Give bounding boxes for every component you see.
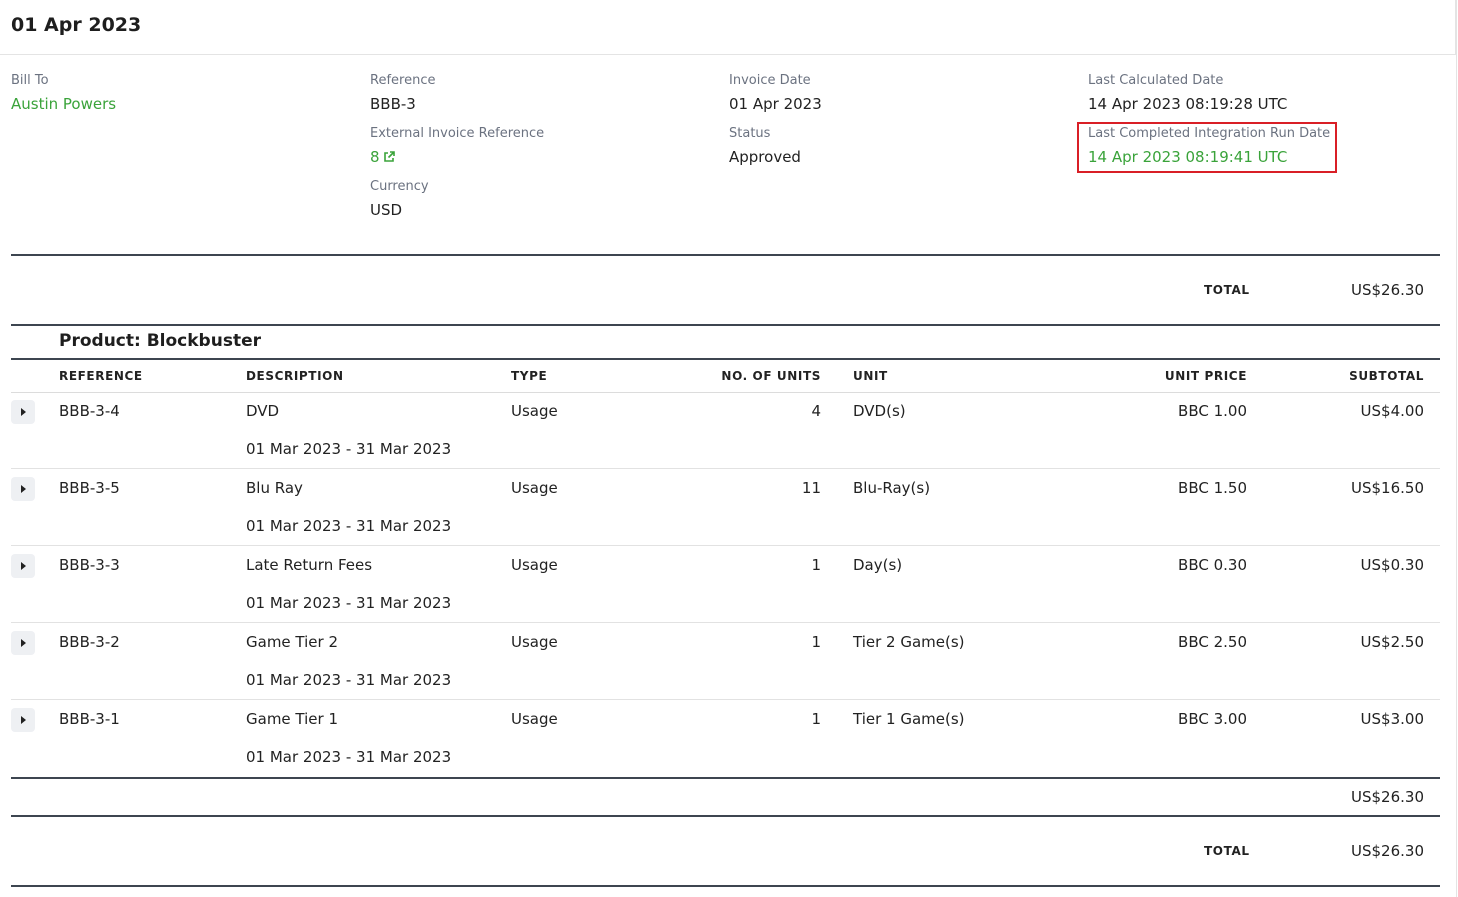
row-period: 01 Mar 2023 - 31 Mar 2023 bbox=[246, 748, 452, 766]
row-unit: Tier 1 Game(s) bbox=[853, 710, 965, 728]
row-type: Usage bbox=[511, 479, 558, 497]
last-calculated-date-value: 14 Apr 2023 08:19:28 UTC bbox=[1088, 95, 1288, 113]
product-title: Product: Blockbuster bbox=[59, 331, 261, 351]
row-unit-price: BBC 3.00 bbox=[1178, 710, 1247, 728]
summary-total-label: TOTAL bbox=[1204, 283, 1250, 297]
footer-total-value: US$26.30 bbox=[1351, 842, 1424, 860]
row-description-link[interactable]: DVD bbox=[246, 402, 280, 420]
last-integration-run-date-label: Last Completed Integration Run Date bbox=[1088, 126, 1331, 141]
row-unit-price: BBC 1.50 bbox=[1178, 479, 1247, 497]
row-subtotal: US$4.00 bbox=[1360, 402, 1424, 420]
table-row: BBB-3-2 Game Tier 2 01 Mar 2023 - 31 Mar… bbox=[11, 623, 1440, 700]
footer-total-label: TOTAL bbox=[1204, 844, 1250, 858]
row-reference: BBB-3-3 bbox=[59, 556, 120, 574]
row-subtotal: US$3.00 bbox=[1360, 710, 1424, 728]
last-calculated-date-label: Last Calculated Date bbox=[1088, 73, 1224, 88]
row-period: 01 Mar 2023 - 31 Mar 2023 bbox=[246, 440, 452, 458]
expand-row-button[interactable] bbox=[11, 400, 35, 424]
table-row: BBB-3-5 Blu Ray 01 Mar 2023 - 31 Mar 202… bbox=[11, 469, 1440, 546]
product-subtotal-value: US$26.30 bbox=[1351, 788, 1424, 806]
expand-row-button[interactable] bbox=[11, 708, 35, 732]
column-header-unit: UNIT bbox=[853, 369, 888, 383]
header-divider bbox=[11, 392, 1440, 393]
external-reference-label: External Invoice Reference bbox=[370, 126, 545, 141]
row-type: Usage bbox=[511, 402, 558, 420]
row-description-link[interactable]: Blu Ray bbox=[246, 479, 303, 497]
expand-row-button[interactable] bbox=[11, 477, 35, 501]
column-header-unit-price: UNIT PRICE bbox=[1164, 369, 1247, 383]
highlight-box bbox=[1077, 122, 1337, 173]
row-units: 1 bbox=[811, 710, 821, 728]
external-reference-link[interactable]: 8 bbox=[370, 148, 395, 166]
column-header-reference: REFERENCE bbox=[59, 369, 143, 383]
row-subtotal: US$2.50 bbox=[1360, 633, 1424, 651]
row-unit: DVD(s) bbox=[853, 402, 906, 420]
expand-row-button[interactable] bbox=[11, 631, 35, 655]
reference-label: Reference bbox=[370, 73, 436, 88]
summary-total-value: US$26.30 bbox=[1351, 281, 1424, 299]
divider bbox=[11, 885, 1440, 887]
row-period: 01 Mar 2023 - 31 Mar 2023 bbox=[246, 671, 452, 689]
row-reference: BBB-3-5 bbox=[59, 479, 120, 497]
last-integration-run-date-link[interactable]: 14 Apr 2023 08:19:41 UTC bbox=[1088, 148, 1288, 166]
reference-value: BBB-3 bbox=[370, 95, 416, 113]
row-units: 11 bbox=[801, 479, 821, 497]
status-label: Status bbox=[729, 126, 771, 141]
divider bbox=[11, 358, 1440, 360]
row-subtotal: US$0.30 bbox=[1360, 556, 1424, 574]
external-reference-value: 8 bbox=[370, 148, 380, 166]
row-reference: BBB-3-4 bbox=[59, 402, 120, 420]
row-type: Usage bbox=[511, 556, 558, 574]
row-description-link[interactable]: Late Return Fees bbox=[246, 556, 373, 574]
table-row: BBB-3-1 Game Tier 1 01 Mar 2023 - 31 Mar… bbox=[11, 700, 1440, 777]
row-reference: BBB-3-1 bbox=[59, 710, 120, 728]
column-header-description: DESCRIPTION bbox=[246, 369, 344, 383]
row-units: 4 bbox=[811, 402, 821, 420]
column-header-subtotal: SUBTOTAL bbox=[1349, 369, 1424, 383]
invoice-date-value: 01 Apr 2023 bbox=[729, 95, 822, 113]
row-unit-price: BBC 0.30 bbox=[1178, 556, 1247, 574]
external-link-icon bbox=[383, 151, 395, 162]
column-header-type: TYPE bbox=[511, 369, 548, 383]
row-subtotal: US$16.50 bbox=[1351, 479, 1424, 497]
row-unit-price: BBC 1.00 bbox=[1178, 402, 1247, 420]
row-type: Usage bbox=[511, 710, 558, 728]
row-period: 01 Mar 2023 - 31 Mar 2023 bbox=[246, 517, 452, 535]
expand-row-button[interactable] bbox=[11, 554, 35, 578]
row-description-link[interactable]: Game Tier 1 bbox=[246, 710, 338, 728]
divider bbox=[11, 254, 1440, 256]
table-row: BBB-3-3 Late Return Fees 01 Mar 2023 - 3… bbox=[11, 546, 1440, 623]
row-unit: Tier 2 Game(s) bbox=[853, 633, 965, 651]
status-value: Approved bbox=[729, 148, 801, 166]
row-unit: Blu-Ray(s) bbox=[853, 479, 931, 497]
row-unit-price: BBC 2.50 bbox=[1178, 633, 1247, 651]
bill-to-link[interactable]: Austin Powers bbox=[11, 95, 117, 113]
column-header-units: NO. OF UNITS bbox=[721, 369, 821, 383]
row-period: 01 Mar 2023 - 31 Mar 2023 bbox=[246, 594, 452, 612]
row-description-link[interactable]: Game Tier 2 bbox=[246, 633, 338, 651]
bill-to-label: Bill To bbox=[11, 73, 49, 88]
page-header: 01 Apr 2023 bbox=[0, 0, 1456, 55]
panel-border bbox=[1456, 0, 1457, 897]
row-units: 1 bbox=[811, 556, 821, 574]
divider bbox=[11, 324, 1440, 326]
row-units: 1 bbox=[811, 633, 821, 651]
currency-value: USD bbox=[370, 201, 403, 219]
invoice-date-label: Invoice Date bbox=[729, 73, 811, 88]
row-type: Usage bbox=[511, 633, 558, 651]
row-unit: Day(s) bbox=[853, 556, 903, 574]
table-row: BBB-3-4 DVD 01 Mar 2023 - 31 Mar 2023 Us… bbox=[11, 392, 1440, 469]
currency-label: Currency bbox=[370, 179, 429, 194]
page-title: 01 Apr 2023 bbox=[11, 14, 142, 36]
divider bbox=[11, 815, 1440, 817]
divider bbox=[11, 777, 1440, 779]
row-reference: BBB-3-2 bbox=[59, 633, 120, 651]
